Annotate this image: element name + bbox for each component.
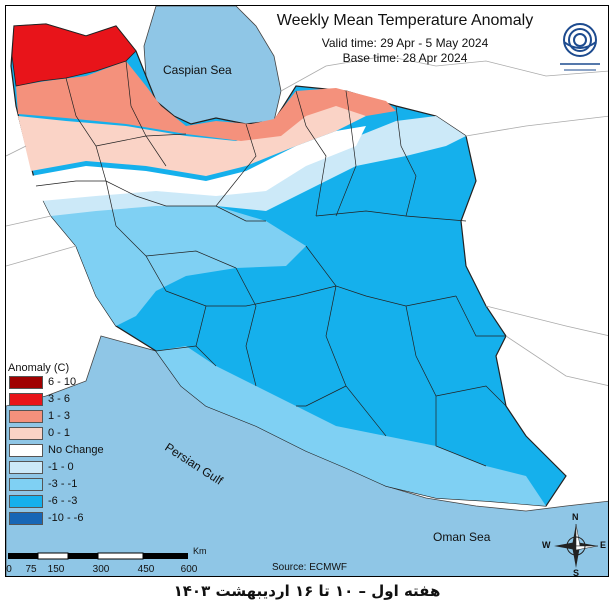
compass-rose-icon: N S E W — [542, 512, 607, 577]
scale-tick: 600 — [180, 564, 198, 575]
zone-no-change — [31, 126, 366, 201]
legend-label: 1 - 3 — [48, 410, 71, 422]
zone-3-6 — [11, 23, 137, 87]
legend-item: -3 - -1 — [6, 476, 110, 493]
legend-label: -1 - 0 — [48, 461, 74, 473]
legend-swatch — [9, 393, 43, 406]
legend-label: -3 - -1 — [48, 478, 78, 490]
legend-item: -1 - 0 — [6, 459, 110, 476]
scale-bar: 0 75 150 300 450 600 — [6, 550, 206, 578]
legend-item: 1 - 3 — [6, 408, 110, 425]
legend-swatch — [9, 444, 43, 457]
legend-title: Anomaly (C) — [8, 362, 70, 374]
legend-item: 3 - 6 — [6, 391, 110, 408]
legend-swatch — [9, 512, 43, 525]
legend-label: -6 - -3 — [48, 495, 78, 507]
zone-minus3-minus1-south — [156, 346, 546, 506]
legend-swatch — [9, 461, 43, 474]
legend-label: 0 - 1 — [48, 427, 71, 439]
legend-swatch — [9, 495, 43, 508]
legend-item: 0 - 1 — [6, 425, 110, 442]
legend-swatch — [9, 410, 43, 423]
legend-swatch — [9, 478, 43, 491]
compass-s: S — [573, 568, 580, 577]
legend-label: 6 - 10 — [48, 376, 77, 388]
scale-tick: 0 — [6, 564, 12, 575]
scale-tick: 150 — [47, 564, 65, 575]
province-boundaries — [35, 60, 507, 467]
oman-sea-label: Oman Sea — [433, 530, 491, 544]
compass-e: E — [600, 540, 607, 550]
legend-item: No Change — [6, 442, 110, 459]
scale-tick: 450 — [137, 564, 155, 575]
valid-time: Valid time: 29 Apr - 5 May 2024 — [321, 36, 489, 50]
scale-tick: 75 — [25, 564, 37, 575]
zone-0-1 — [18, 101, 366, 176]
map-title: Weekly Mean Temperature Anomaly — [276, 12, 534, 29]
map-frame: N S E W — [5, 5, 609, 577]
legend-label: No Change — [48, 444, 104, 456]
legend: Anomaly (C) 6 - 10 3 - 6 1 - 3 0 - 1 No Chan… — [6, 362, 110, 527]
legend-item: -6 - -3 — [6, 493, 110, 510]
legend-swatch — [9, 427, 43, 440]
persian-caption: هفته اول – ۱۰ تا ۱۶ اردیبهشت ۱۴۰۳ — [173, 582, 441, 600]
legend-label: -10 - -6 — [48, 512, 84, 524]
scale-tick: 300 — [92, 564, 110, 575]
compass-n: N — [572, 512, 579, 522]
anomaly-map — [6, 6, 608, 576]
meteorological-organization-logo — [554, 20, 606, 78]
legend-item: -10 - -6 — [6, 510, 110, 527]
base-time: Base time: 28 Apr 2024 — [342, 51, 468, 65]
compass-w: W — [542, 540, 551, 550]
legend-item: 6 - 10 — [6, 374, 110, 391]
zone-minus3-minus1-west — [36, 186, 306, 326]
caspian-sea-label: Caspian Sea — [163, 63, 232, 77]
scale-unit: Km — [193, 546, 207, 556]
legend-label: 3 - 6 — [48, 393, 71, 405]
legend-swatch — [9, 376, 43, 389]
data-source: Source: ECMWF — [272, 562, 348, 573]
country-borders — [6, 55, 608, 386]
zone-1-3 — [16, 61, 396, 141]
